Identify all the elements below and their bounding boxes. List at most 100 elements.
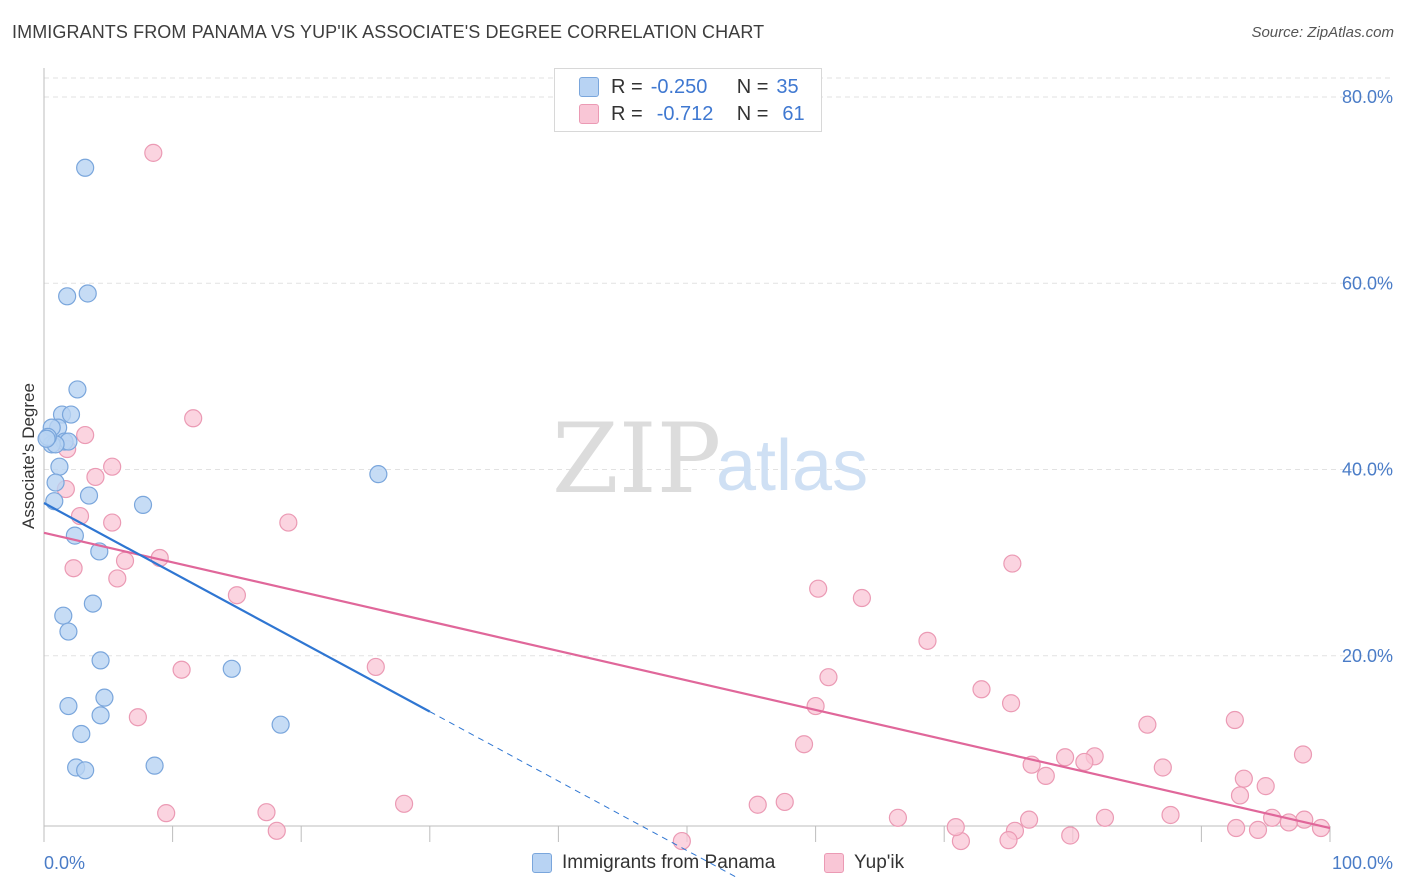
panama-point [61,405,81,424]
panama-point [46,473,65,492]
y-tick-label: 80.0% [1342,87,1393,107]
yupik-point [748,795,767,814]
y-axis-label: Associate's Degree [19,383,38,529]
yupik-point [1138,715,1157,734]
panama-point [222,659,241,678]
panama-point [54,606,73,625]
series-legend: Immigrants from Panama Yup'ik [0,852,1406,878]
yupik-point [64,559,83,578]
panama-swatch [579,77,599,97]
panama-point [72,724,91,744]
yupik-point [1055,748,1075,767]
yupik-point [1161,805,1180,825]
yupik-point [1001,694,1021,713]
yupik-point [115,551,135,570]
yupik-point [157,804,176,823]
yupik-point [366,657,385,677]
yupik-point [394,794,414,813]
panama-point [369,465,388,484]
yupik-point [103,457,122,476]
yupik-point [1003,554,1022,573]
yupik-point [1095,808,1115,827]
yupik-point [1227,818,1246,838]
yupik-point [1248,820,1268,839]
y-tick-label: 60.0% [1342,273,1393,293]
yupik-point [257,803,276,822]
panama-point [68,380,87,399]
legend-r-value: -0.712 [656,102,714,125]
yupik-legend-label: Yup'ik [854,852,905,873]
yupik-point [809,579,828,598]
panama-point [45,492,64,511]
yupik-legend-swatch [824,853,844,873]
legend-r-label: R = [611,75,643,98]
yupik-point [888,808,908,827]
trendlines [43,502,1331,879]
yupik-point [184,409,203,428]
panama-point [50,457,69,476]
x-tick-label: 100.0% [1332,853,1393,873]
yupik-point [103,513,122,532]
yupik-point [999,831,1018,850]
yupik-point [852,588,871,608]
gridlines [44,77,1392,657]
yupik-points [56,143,1331,851]
legend-r-value: -0.250 [650,75,708,98]
yupik-point [1256,777,1275,796]
yupik-point [1153,758,1172,777]
yupik-point [794,735,814,754]
yupik-point [1036,766,1055,785]
yupik-point [279,513,298,532]
watermark-zip: ZIP [552,403,721,515]
chart-title: IMMIGRANTS FROM PANAMA VS YUP'IK ASSOCIA… [12,22,765,42]
yupik-point [144,143,163,162]
panama-point [76,761,95,780]
legend-r-label: R = [611,102,643,125]
correlation-legend: R = -0.250 N = 35 R = -0.712 N = 61 [554,68,822,132]
yupik-point [775,792,794,812]
yupik-point [946,817,965,837]
x-tick-label: 0.0% [44,853,85,873]
yupik-point [1234,769,1253,788]
yupik-point [108,569,127,588]
yupik-point [672,831,691,851]
legend-row-yupik: R = -0.712 N = 61 [579,101,805,127]
legend-row-panama: R = -0.250 N = 35 [579,74,799,100]
yupik-point [267,821,286,840]
yupik-swatch [579,104,599,124]
panama-point [91,651,110,670]
legend-item-yupik: Yup'ik [824,852,904,874]
yupik-point [819,668,838,687]
panama-point [37,429,56,448]
panama-point [271,715,290,734]
x-tick-labels: 0.0% 100.0% [44,853,1393,873]
watermark: ZIP atlas [552,403,868,515]
yupik-point [1019,810,1039,829]
yupik-point [86,467,105,487]
panama-point [59,622,78,641]
yupik-point [128,708,147,727]
legend-n-label: N = [736,102,769,125]
panama-point [79,486,99,505]
panama-point [78,284,97,303]
yupik-point [1263,808,1282,827]
yupik-point [918,631,937,650]
panama-point [145,756,164,775]
legend-item-panama: Immigrants from Panama [532,852,775,874]
yupik-point [1075,752,1094,772]
y-tick-label: 40.0% [1342,460,1393,480]
legend-n-label: N = [736,75,769,98]
panama-point [59,696,78,716]
panama-point [95,688,114,707]
yupik-point [1230,786,1250,805]
yupik-point [972,680,991,699]
yupik-trendline [43,531,1331,830]
panama-legend-label: Immigrants from Panama [562,852,776,873]
yupik-point [1061,826,1080,845]
panama-point [58,287,77,306]
yupik-point [1225,710,1244,730]
panama-point [83,594,102,613]
panama-point [133,495,153,514]
panama-points [37,158,388,780]
